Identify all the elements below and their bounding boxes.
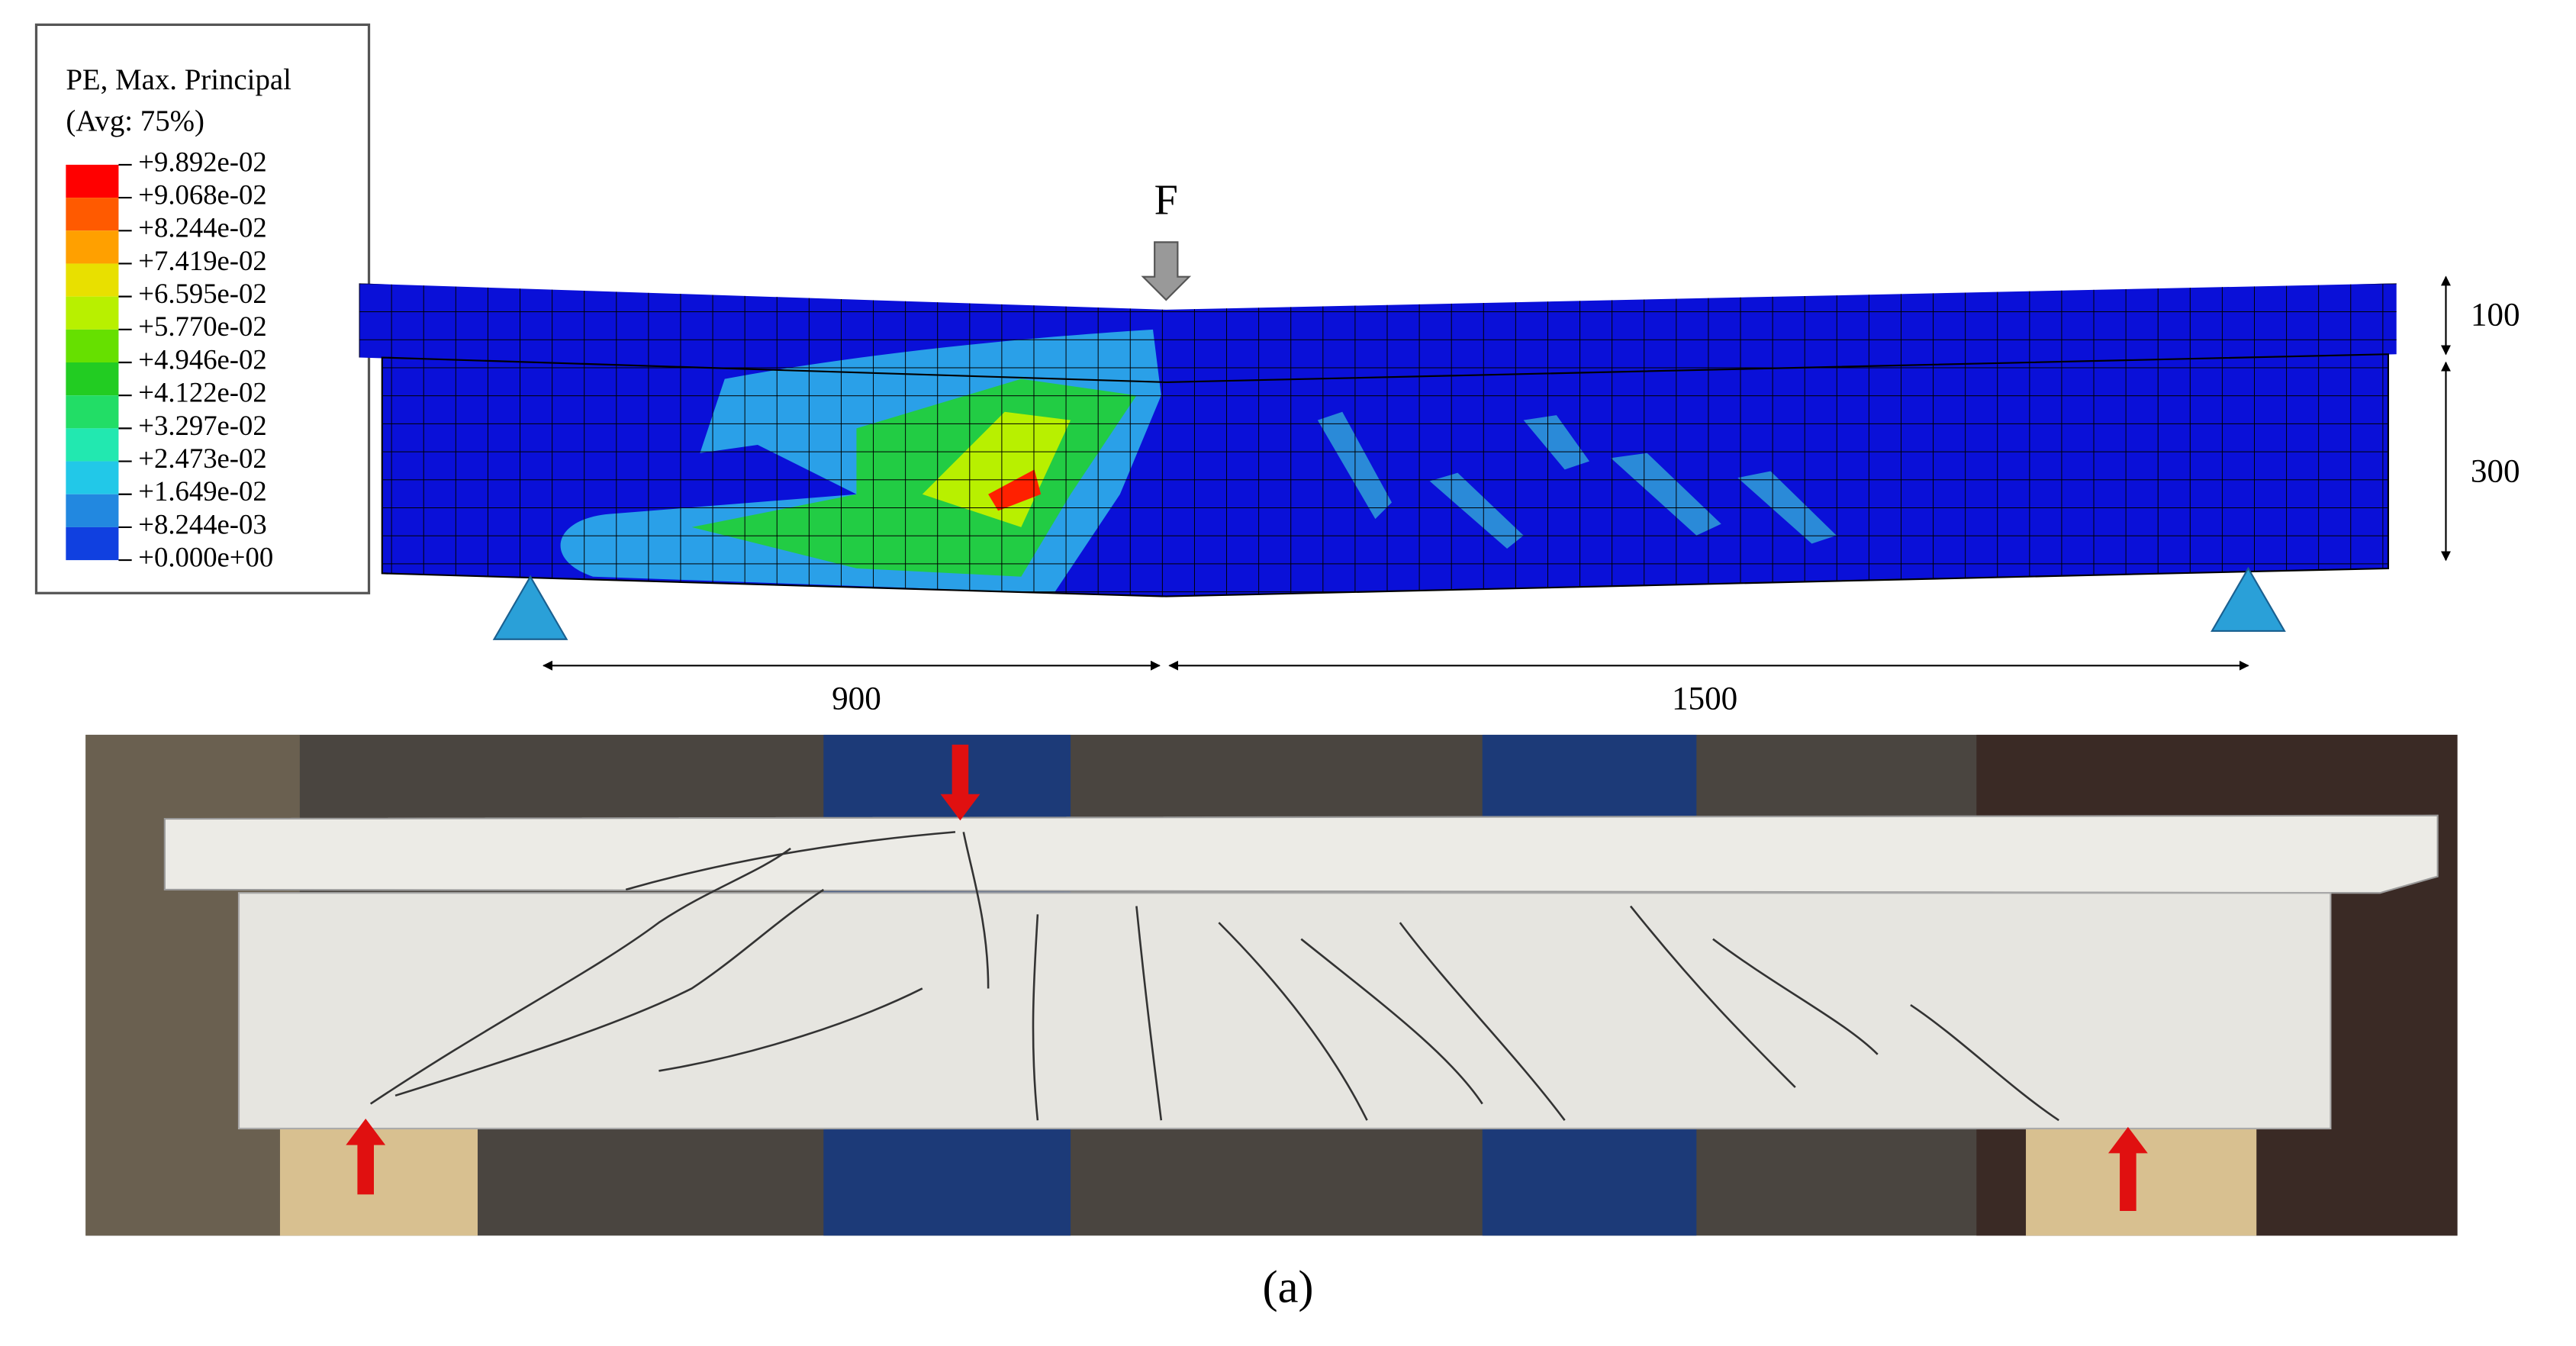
legend-label: +4.946e-02 [138,343,266,375]
legend-title: PE, Max. Principal [66,63,291,96]
legend-scale: +9.892e-02+9.068e-02+8.244e-02+7.419e-02… [66,146,273,573]
support [2211,566,2286,633]
specimen-web [237,892,2332,1130]
legend-swatch [66,164,119,198]
fe-model: F 100 300 900 1500 [359,177,2520,717]
legend-label: +9.892e-02 [138,146,266,177]
legend-swatch [66,428,119,462]
dimension-label: 100 [2471,298,2520,333]
dimension-label: 1500 [1672,681,1737,717]
legend-swatch [66,329,119,363]
load-label: F [1154,177,1178,224]
legend-subtitle: (Avg: 75%) [66,105,204,137]
cracks [369,831,2059,1122]
reaction-arrow [2107,1126,2148,1211]
legend-label: +7.419e-02 [138,245,266,276]
support [492,575,568,640]
load-arrow [940,744,980,821]
dimension-label: 300 [2471,454,2520,490]
support-block [2026,1120,2257,1236]
legend-label: +3.297e-02 [138,410,266,441]
legend-swatch [66,263,119,297]
legend-label: +4.122e-02 [138,377,266,408]
legend-label: +8.244e-02 [138,212,266,243]
legend-swatch [66,461,119,494]
legend-swatch [66,362,119,396]
dimension-label: 900 [832,681,881,717]
legend-swatch [66,494,119,527]
legend-label: +2.473e-02 [138,443,266,474]
mesh [359,283,2397,382]
reaction-arrow [346,1119,386,1195]
legend-swatch [66,198,119,231]
specimen-flange [163,814,2439,894]
test-photo [85,734,2458,1236]
load-arrow [1141,241,1192,301]
legend-label: +9.068e-02 [138,179,266,211]
legend-swatch [66,395,119,429]
legend-label: +8.244e-03 [138,508,266,539]
legend-label: +6.595e-02 [138,278,266,309]
legend-swatch [66,296,119,330]
legend-swatch [66,526,119,561]
legend-label: +0.000e+00 [138,542,273,573]
mesh [381,353,2390,597]
caption: (a) [1262,1262,1313,1313]
legend-label: +5.770e-02 [138,311,266,342]
legend-swatch [66,230,119,264]
legend-label: +1.649e-02 [138,475,266,507]
